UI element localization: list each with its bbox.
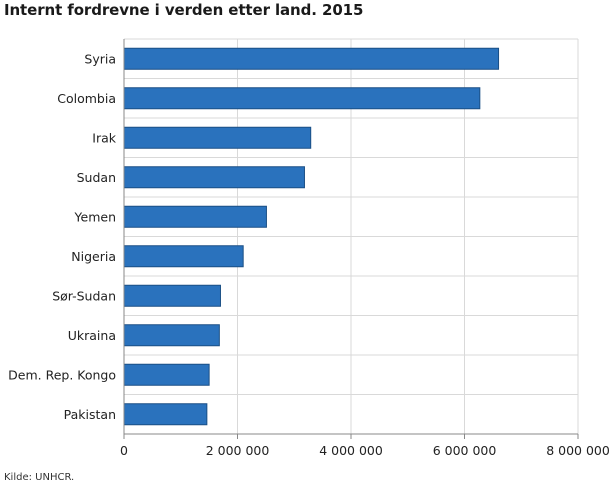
category-label: Colombia <box>57 91 116 106</box>
bars <box>123 47 500 426</box>
tick-labels: 0 2 000 000 4 000 000 6 000 000 8 000 000 <box>120 443 610 458</box>
x-tick-label: 4 000 000 <box>319 443 383 458</box>
x-tick-label: 2 000 000 <box>206 443 270 458</box>
category-label: Pakistan <box>64 407 116 422</box>
bar <box>123 126 312 149</box>
category-label: Nigeria <box>71 249 116 264</box>
category-label: Sudan <box>77 170 116 185</box>
bar <box>123 245 244 268</box>
category-label: Yemen <box>74 209 116 224</box>
category-labels: Syria Colombia Irak Sudan Yemen Nigeria Sør-Su… <box>8 51 117 422</box>
chart-title: Internt fordrevne i verden etter land. 2… <box>4 1 364 19</box>
bar <box>123 284 221 307</box>
source-note: Kilde: UNHCR. <box>4 472 75 483</box>
axes <box>123 39 579 439</box>
category-label: Sør-Sudan <box>52 288 116 303</box>
bar <box>123 47 500 70</box>
x-tick-label: 6 000 000 <box>433 443 497 458</box>
bar <box>123 87 481 110</box>
category-label: Dem. Rep. Kongo <box>8 367 116 382</box>
bar <box>123 166 305 189</box>
bar <box>123 324 220 347</box>
x-tick-label: 0 <box>120 443 128 458</box>
bar <box>123 205 267 228</box>
category-label: Ukraina <box>68 328 116 343</box>
category-label: Irak <box>92 130 116 145</box>
category-label: Syria <box>84 51 116 66</box>
bar <box>123 403 208 426</box>
x-tick-label: 8 000 000 <box>546 443 610 458</box>
bar <box>123 363 210 386</box>
